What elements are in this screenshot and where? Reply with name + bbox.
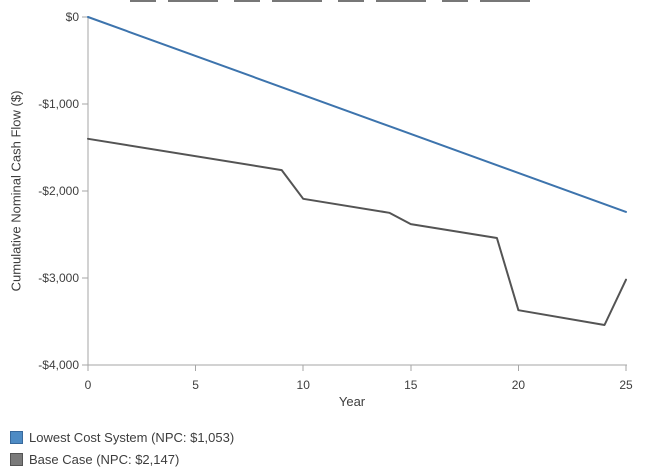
legend-item-base-case: Base Case (NPC: $2,147) <box>10 452 179 467</box>
y-tick-label: -$3,000 <box>38 271 79 285</box>
x-axis-title: Year <box>338 394 366 409</box>
x-tick-label: 15 <box>404 378 418 392</box>
series-line-lowest-cost-system <box>87 16 627 213</box>
y-tick-label: -$4,000 <box>38 358 79 372</box>
y-tick-label: $0 <box>66 10 80 24</box>
x-tick-label: 0 <box>85 378 92 392</box>
y-tick-label: -$2,000 <box>38 184 79 198</box>
plot-area: $0 -$1,000 -$2,000 -$3,000 -$4,000 0 5 10 15 20 25 <box>38 10 633 392</box>
series-line-base-case <box>87 137 627 326</box>
legend-item-lowest-cost-system: Lowest Cost System (NPC: $1,053) <box>10 430 234 445</box>
legend-swatch-icon <box>10 431 23 444</box>
cropped-title-fragment <box>130 0 540 2</box>
x-tick-label: 5 <box>192 378 199 392</box>
legend-label: Base Case (NPC: $2,147) <box>29 452 180 467</box>
x-tick-label: 25 <box>619 378 633 392</box>
x-tick-label: 20 <box>512 378 526 392</box>
y-tick-label: -$1,000 <box>38 97 79 111</box>
x-tick-label: 10 <box>297 378 311 392</box>
legend-swatch-icon <box>10 453 23 466</box>
legend-label: Lowest Cost System (NPC: $1,053) <box>29 430 235 445</box>
